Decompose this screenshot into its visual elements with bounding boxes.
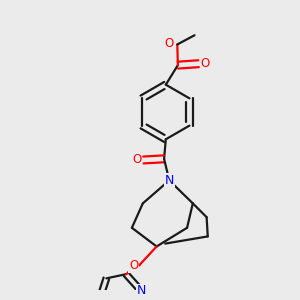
Text: N: N (165, 174, 174, 187)
Text: O: O (129, 259, 138, 272)
Text: N: N (136, 284, 146, 297)
Text: O: O (200, 57, 209, 70)
Text: O: O (165, 37, 174, 50)
Text: O: O (132, 154, 142, 166)
